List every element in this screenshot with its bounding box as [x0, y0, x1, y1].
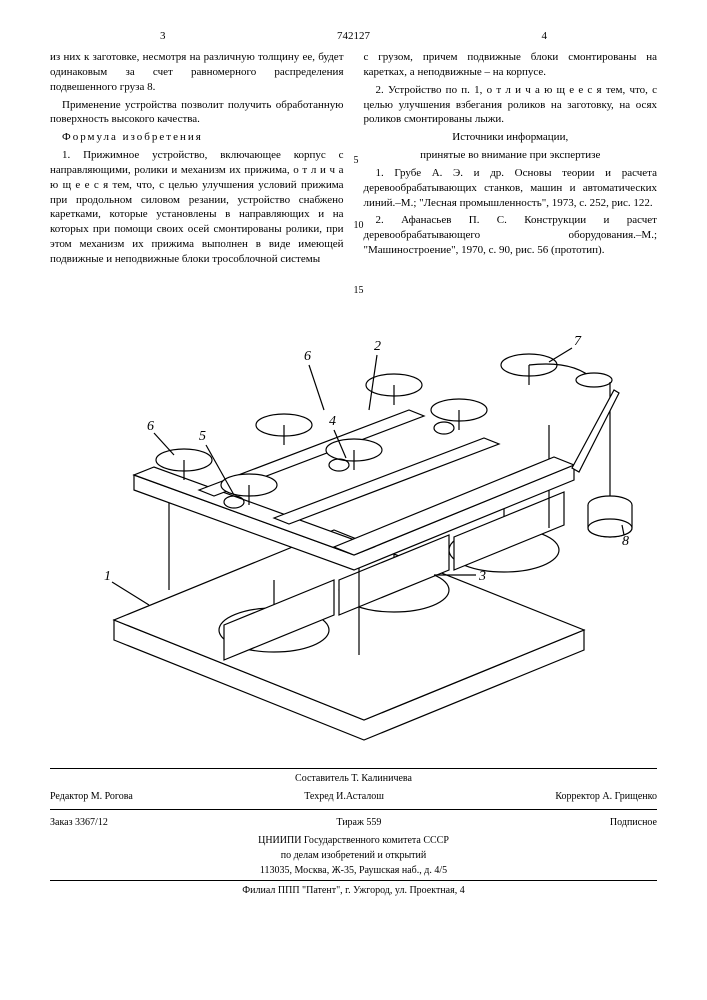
paragraph: из них к заготовке, несмотря на различну…: [50, 50, 344, 95]
device-diagram: 1 2 3 4 5 6 6 7 8: [74, 280, 634, 760]
patent-figure: 1 2 3 4 5 6 6 7 8: [50, 280, 657, 760]
figure-label: 2: [374, 339, 381, 354]
reference: 2. Афанасьев П. С. Конструкции и расчет …: [364, 213, 658, 258]
pulley: [576, 373, 612, 387]
page-header: 3 742127 4: [50, 30, 657, 50]
compiler: Составитель Т. Калиничева: [50, 773, 657, 784]
patent-number: 742127: [337, 30, 370, 42]
sources-subheading: принятые во внимание при экспертизе: [364, 148, 658, 163]
figure-label: 6: [304, 349, 311, 364]
figure-label: 6: [147, 419, 154, 434]
paragraph: с грузом, причем подвижные блоки смонтир…: [364, 50, 658, 80]
organization: ЦНИИПИ Государственного комитета СССР: [50, 835, 657, 846]
techred: Техред И.Асталош: [304, 791, 384, 802]
left-column: из них к заготовке, несмотря на различну…: [50, 50, 344, 270]
page-number-left: 3: [160, 30, 166, 42]
corrector: Корректор А. Грищенко: [555, 791, 657, 802]
organization-line2: по делам изобретений и открытий: [50, 850, 657, 861]
figure-label: 5: [199, 429, 206, 444]
figure-label: 4: [329, 414, 336, 429]
text-columns: из них к заготовке, несмотря на различну…: [50, 50, 657, 270]
claim: 2. Устройство по п. 1, о т л и ч а ю щ е…: [364, 83, 658, 128]
footer: Составитель Т. Калиничева Редактор М. Ро…: [50, 768, 657, 896]
pulley-arm: [572, 390, 619, 472]
order-number: Заказ 3367/12: [50, 817, 108, 828]
figure-label: 7: [574, 334, 582, 349]
page: 3 742127 4 5 10 15 из них к заготовке, н…: [0, 0, 707, 920]
subscription: Подписное: [610, 817, 657, 828]
reference: 1. Грубе А. Э. и др. Основы теории и рас…: [364, 166, 658, 211]
branch: Филиал ППП "Патент", г. Ужгород, ул. Про…: [50, 885, 657, 896]
figure-label: 1: [104, 569, 111, 584]
address: 113035, Москва, Ж-35, Раушская наб., д. …: [50, 865, 657, 876]
circulation: Тираж 559: [336, 817, 381, 828]
formula-heading: Формула изобретения: [50, 130, 344, 145]
sources-heading: Источники информации,: [364, 130, 658, 145]
paragraph: Применение устройства позволит получить …: [50, 98, 344, 128]
page-number-right: 4: [542, 30, 548, 42]
figure-label: 8: [622, 534, 629, 549]
right-column: с грузом, причем подвижные блоки смонтир…: [364, 50, 658, 270]
editor: Редактор М. Рогова: [50, 791, 133, 802]
claim: 1. Прижимное устройство, включающее корп…: [50, 148, 344, 267]
figure-label: 3: [478, 569, 486, 584]
